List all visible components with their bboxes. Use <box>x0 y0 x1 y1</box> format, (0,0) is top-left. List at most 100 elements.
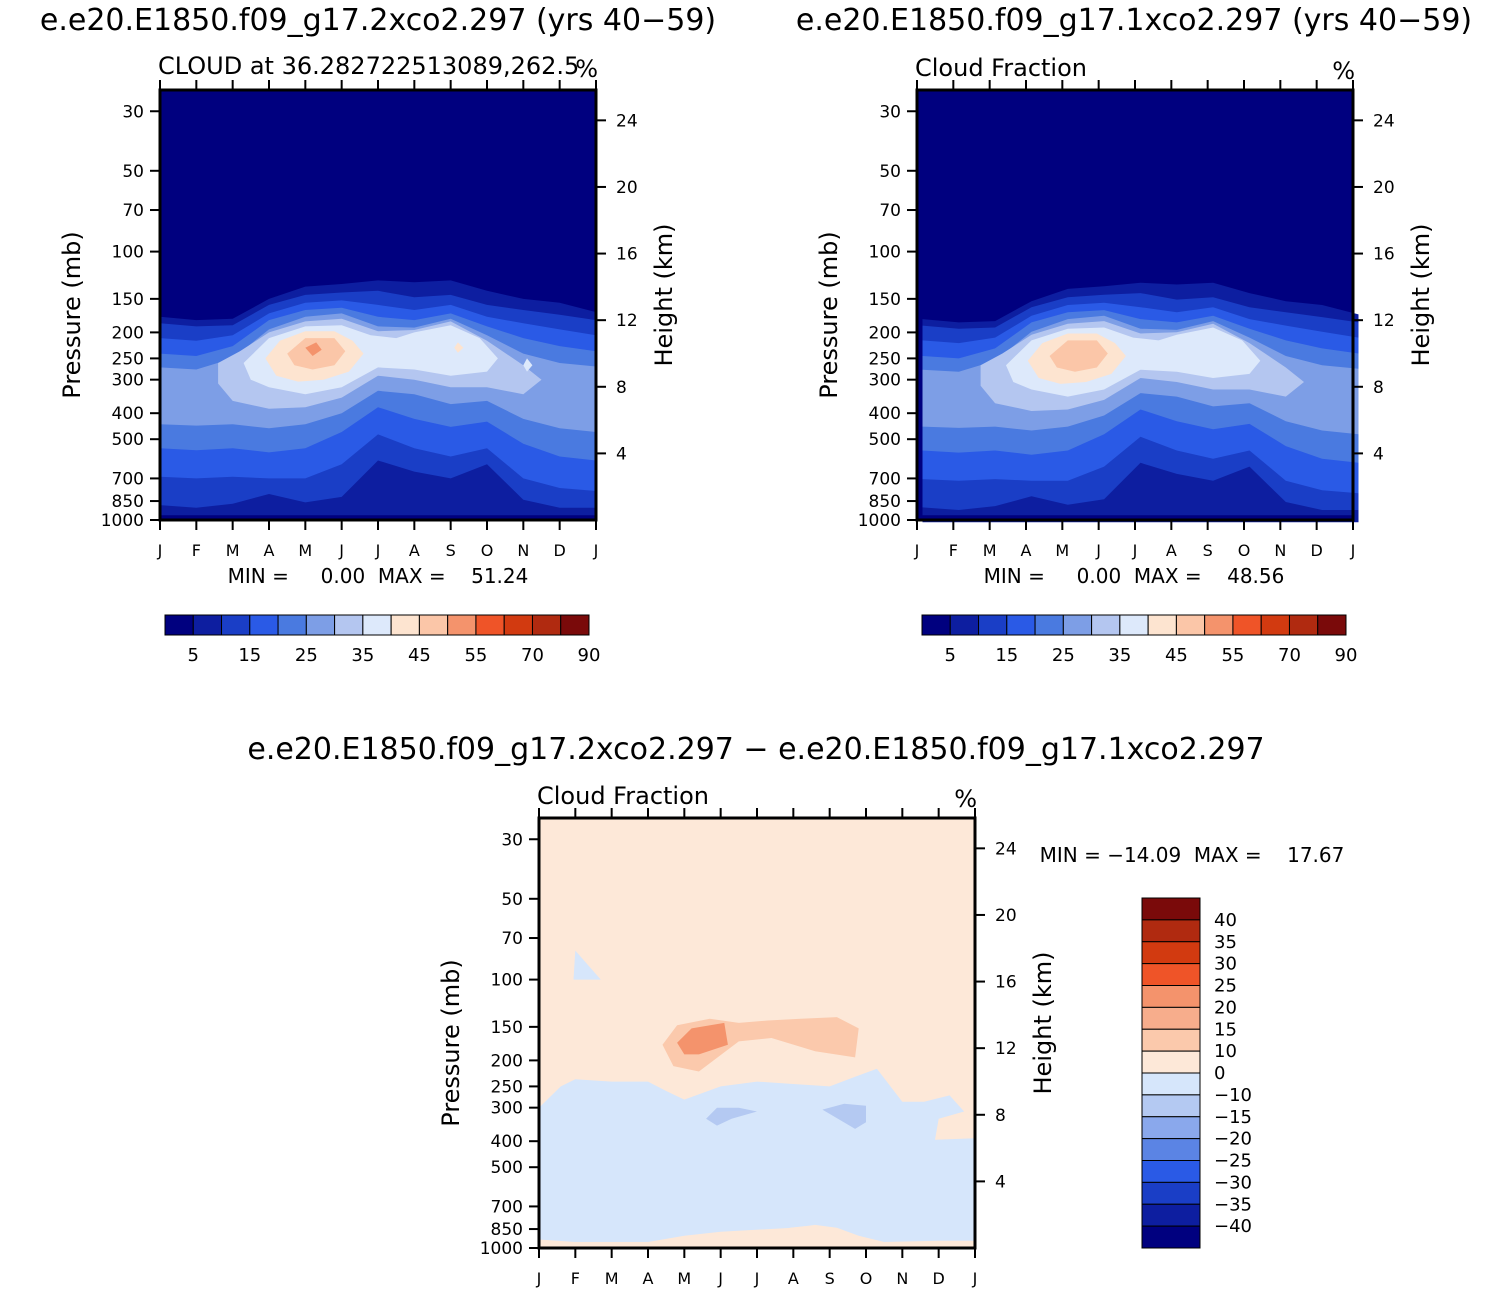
panel2-field-label: Cloud Fraction <box>915 54 1087 82</box>
panel2-colorbar-label: 45 <box>1165 645 1188 666</box>
panel2-contour-lobe-0 <box>1178 331 1237 368</box>
panel3-ytick-label: 850 <box>491 1220 523 1240</box>
panel3-colorbar-label: −25 <box>1214 1151 1252 1172</box>
panel2-colorbar-swatch <box>949 614 980 636</box>
panel1-case-title: e.e20.E1850.f09_g17.2xco2.297 (yrs 40−59… <box>40 3 716 38</box>
panel3-colorbar-label: −15 <box>1214 1107 1252 1128</box>
panel2-colorbar-swatch <box>1091 614 1121 636</box>
panel2-colorbar: 5 15 25 35 45 55 70 90 <box>921 614 1358 666</box>
panel3-colorbar-swatch <box>1141 919 1201 943</box>
panel1-xtick-label: S <box>446 541 456 560</box>
panel1-colorbar-label: 35 <box>351 645 374 666</box>
panel3-colorbar-swatch <box>1141 1138 1201 1161</box>
panel3-stats: MIN = −14.09 MAX = 17.67 <box>1040 843 1345 867</box>
panel1-ytick-label: 850 <box>112 492 144 512</box>
panel3-colorbar-swatch <box>1141 1160 1201 1183</box>
panel1-plot <box>160 90 596 520</box>
panel1-ytick-label: 150 <box>112 290 144 310</box>
panel3-xtick-label: J <box>972 1269 978 1288</box>
panel2-xtick-label: M <box>1055 541 1069 560</box>
panel2-plot <box>917 90 1359 523</box>
panel3-colorbar-swatch <box>1141 1028 1201 1052</box>
panel3-colorbar-label: −30 <box>1214 1172 1252 1193</box>
panel2-ytick-label: 70 <box>879 201 901 221</box>
panel1-colorbar-swatch <box>249 614 279 636</box>
panel2-case-title: e.e20.E1850.f09_g17.1xco2.297 (yrs 40−59… <box>796 3 1472 38</box>
panel1-ytick-right-label: 24 <box>616 111 638 131</box>
panel3-colorbar-swatch <box>1141 941 1201 965</box>
panel2-colorbar-label: 35 <box>1108 645 1131 666</box>
panel2-ylabel-right: Height (km) <box>1407 224 1435 367</box>
panel2-colorbar-swatch <box>1317 614 1347 636</box>
panel3-colorbar-label: 20 <box>1214 997 1237 1018</box>
panel1-xtick-label: J <box>375 541 381 560</box>
panel1-field-label: CLOUD at 36.282722513089,262.5 <box>158 52 579 80</box>
panel3-xtick-label: D <box>933 1269 945 1288</box>
panel2-xtick-label: F <box>949 541 958 560</box>
panel1-xtick-label: F <box>192 541 201 560</box>
panel2-ytick-label: 500 <box>869 430 901 450</box>
panel1-contour-lobe-0 <box>421 331 480 368</box>
panel3-xtick-label: O <box>860 1269 873 1288</box>
panel1-colorbar-swatch <box>164 614 194 636</box>
panel1-contour-lobe-1 <box>454 342 464 353</box>
panel2-ytick-right-label: 8 <box>1373 378 1384 398</box>
panel2-xtick-label: A <box>1021 541 1032 560</box>
panel2-colorbar-swatch <box>1288 614 1319 636</box>
panel1-ytick-right-label: 20 <box>616 178 638 198</box>
panel1-xtick-label: M <box>298 541 312 560</box>
panel3-colorbar-swatch <box>1141 1225 1201 1249</box>
panel3-xtick-label: M <box>605 1269 619 1288</box>
panel1-contour-lobe-2 <box>523 358 533 372</box>
panel3-upper-negative-patch <box>573 950 601 980</box>
panel2-ytick-label: 100 <box>869 243 901 263</box>
panel3-colorbar-label: 15 <box>1214 1019 1237 1040</box>
panel2-colorbar-swatch <box>1204 614 1234 636</box>
panel2-ytick-label: 250 <box>869 349 901 369</box>
panel1-colorbar-label: 70 <box>521 645 544 666</box>
panel3-field-label: Cloud Fraction <box>537 782 709 810</box>
panel2-ytick-right-label: 24 <box>1373 111 1395 131</box>
panel1-colorbar-swatch <box>418 614 449 636</box>
panel1-colorbar-swatch <box>560 614 590 636</box>
panel2-ytick-right-label: 20 <box>1373 178 1395 198</box>
panel3-colorbar-label: 40 <box>1214 910 1237 931</box>
panel1-colorbar-swatch <box>334 614 364 636</box>
panel2-colorbar-label: 90 <box>1335 645 1358 666</box>
panel2-ylabel: Pressure (mb) <box>815 231 843 398</box>
panel2-colorbar-swatch <box>1062 614 1093 636</box>
panel3-colorbar-label: 10 <box>1214 1041 1237 1062</box>
panel3-ytick-label: 500 <box>491 1158 523 1178</box>
panel1-xtick-label: A <box>264 541 275 560</box>
panel2-xtick-label: S <box>1203 541 1213 560</box>
panel3-ytick-label: 1000 <box>480 1239 523 1259</box>
panel3-ytick-label: 400 <box>491 1132 523 1152</box>
panel3-ytick-right-label: 20 <box>995 906 1017 926</box>
panel1-colorbar-label: 90 <box>578 645 601 666</box>
panel1-ytick-right-label: 16 <box>616 245 638 265</box>
panel1-xtick-label: A <box>409 541 420 560</box>
panel3-ytick-label: 250 <box>491 1077 523 1097</box>
panel3-positive-core <box>677 1022 728 1055</box>
panel3-colorbar-label: −35 <box>1214 1194 1252 1215</box>
panel3-colorbar-swatch <box>1141 1072 1201 1096</box>
panel2-colorbar-swatch <box>921 614 951 636</box>
panel1-colorbar-swatch <box>475 614 505 636</box>
panel2-ytick-label: 150 <box>869 290 901 310</box>
panel1-colorbar-swatch <box>447 614 477 636</box>
panel1-colorbar-swatch <box>531 614 562 636</box>
panel2-units-label: % <box>1332 57 1355 85</box>
panel3-ytick-label: 30 <box>501 830 523 850</box>
panel2-ytick-label: 700 <box>869 469 901 489</box>
panel3-colorbar-swatch <box>1141 1006 1201 1030</box>
panel1-ytick-label: 250 <box>112 349 144 369</box>
panel2-ytick-right-label: 16 <box>1373 245 1395 265</box>
panel2-ytick-right-label: 4 <box>1373 444 1384 464</box>
panel2-colorbar-swatch <box>1232 614 1262 636</box>
panel3-colorbar-label: −20 <box>1214 1129 1252 1150</box>
panel3-colorbar-label: 25 <box>1214 976 1237 997</box>
panel2-xtick-label: J <box>1350 541 1356 560</box>
panel1-ytick-label: 70 <box>122 201 144 221</box>
panel1-colorbar: 5 15 25 35 45 55 70 90 <box>164 614 601 666</box>
panel2-colorbar-swatch <box>1006 614 1036 636</box>
